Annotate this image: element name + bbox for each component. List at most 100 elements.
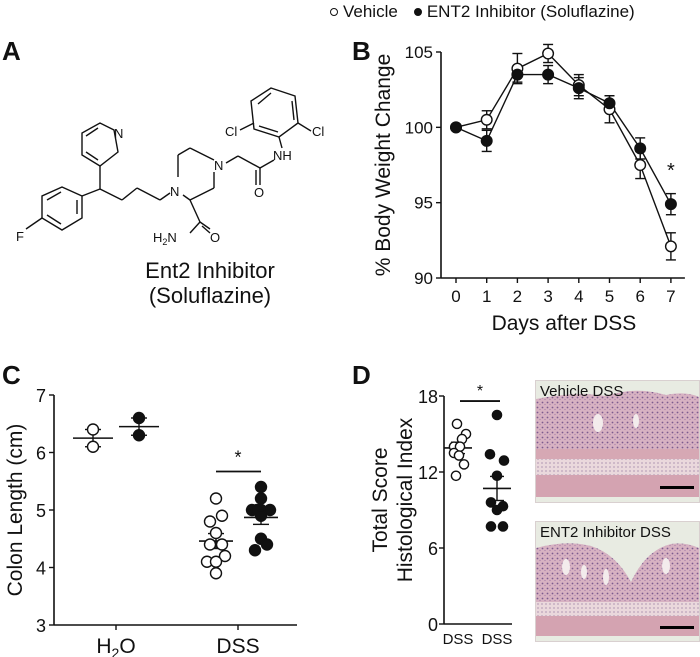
open-point <box>203 538 217 551</box>
histology-texture <box>536 522 699 641</box>
legend-label: Vehicle <box>343 2 398 21</box>
x-tick-label: 1 <box>482 287 491 306</box>
open-point <box>451 418 463 430</box>
significance-asterisk: * <box>234 447 241 467</box>
filled-point <box>491 504 503 516</box>
compound-alias: (Soluflazine) <box>148 283 272 308</box>
filled-point <box>497 521 509 532</box>
filled-point <box>511 68 524 81</box>
y-tick-label: 18 <box>418 387 438 407</box>
filled-point <box>664 198 677 211</box>
histology-image-inhibitor: ENT2 Inhibitor DSS <box>535 521 700 642</box>
filled-point <box>491 409 503 421</box>
x-tick-label: 5 <box>605 287 614 306</box>
filled-point <box>634 142 647 155</box>
x-tick-label: H2O <box>96 635 135 657</box>
y-tick-label: 3 <box>36 616 46 636</box>
y-tick-label: 5 <box>36 501 46 521</box>
legend-item-vehicle: Vehicle <box>330 2 398 22</box>
open-point <box>480 113 493 126</box>
atom-o: O <box>210 230 220 245</box>
open-circle-icon <box>330 8 338 16</box>
open-point <box>634 158 647 171</box>
open-point <box>458 459 470 470</box>
scale-bar <box>660 486 694 489</box>
open-point <box>203 515 217 528</box>
x-tick-label: 6 <box>635 287 644 306</box>
x-tick-label: 7 <box>666 287 675 306</box>
filled-point <box>603 97 616 110</box>
x-tick-label: 0 <box>451 287 460 306</box>
filled-point <box>449 121 462 134</box>
histology-label: ENT2 Inhibitor DSS <box>540 524 671 541</box>
open-point <box>450 470 462 482</box>
filled-point <box>263 503 277 517</box>
filled-point <box>132 411 146 425</box>
y-axis-label: Colon Length (cm) <box>4 424 27 597</box>
open-point <box>86 423 100 436</box>
panel-label-d: D <box>352 360 371 390</box>
y-tick-label: 6 <box>36 444 46 464</box>
legend-item-inhibitor: ENT2 Inhibitor (Soluflazine) <box>413 2 635 22</box>
open-point <box>215 509 229 522</box>
panel-label-a: A <box>2 36 21 66</box>
filled-point <box>484 448 496 460</box>
histology-texture <box>536 381 699 502</box>
filled-point <box>480 134 493 147</box>
open-point <box>209 567 223 580</box>
y-tick-label: 12 <box>418 463 438 483</box>
y-tick-label: 100 <box>405 118 433 137</box>
filled-point <box>254 509 268 522</box>
atom-n: N <box>214 158 223 173</box>
x-tick-label: 4 <box>574 287 583 306</box>
chart-histological-index: 0 6 12 18 DSS DSS Total Score Histological Inde… <box>369 383 513 648</box>
filled-point <box>254 492 268 505</box>
atom-o: O <box>254 185 264 200</box>
open-point <box>209 492 223 505</box>
y-tick-label: 105 <box>405 43 433 62</box>
legend: Vehicle ENT2 Inhibitor (Soluflazine) <box>330 2 645 22</box>
filled-point <box>485 521 497 532</box>
y-tick-label: 90 <box>414 269 433 288</box>
filled-point <box>132 429 146 442</box>
filled-circle-icon <box>413 8 422 16</box>
chart-body-weight: 90 95 100 105 0 1 2 3 4 5 6 7 Days after DSS % Body W… <box>372 43 685 335</box>
filled-point <box>254 480 268 494</box>
panel-label-c: C <box>2 360 21 390</box>
y-tick-label: 7 <box>36 386 46 406</box>
atom-n: N <box>170 184 179 199</box>
legend-label: ENT2 Inhibitor (Soluflazine) <box>426 2 635 21</box>
open-point <box>218 549 232 563</box>
y-tick-label: 4 <box>36 559 46 579</box>
open-point <box>86 440 100 453</box>
y-tick-label: 95 <box>414 194 433 213</box>
open-point <box>453 450 465 461</box>
atom-h2n: H2N <box>153 230 177 247</box>
panel-label-b: B <box>352 36 371 66</box>
filled-point <box>248 544 262 557</box>
x-tick-label: 3 <box>543 287 552 306</box>
chemical-structure: N Cl Cl NH N O N F O H2N <box>16 87 324 247</box>
y-axis-label-line2: Histological Index <box>394 417 417 582</box>
chart-colon-length: 3 4 5 6 7 H2O DSS Colon Length (cm) * <box>4 386 297 657</box>
filled-point <box>498 455 510 466</box>
scale-bar <box>660 626 694 629</box>
y-tick-label: 0 <box>428 615 438 635</box>
x-tick-label: 2 <box>513 287 522 306</box>
open-point <box>542 47 555 60</box>
x-tick-label: DSS <box>216 635 259 657</box>
filled-point <box>491 470 503 482</box>
open-point <box>215 538 229 551</box>
filled-point <box>260 538 274 551</box>
x-tick-label: DSS <box>482 631 513 648</box>
atom-nh: NH <box>273 148 292 163</box>
atom-n: N <box>114 126 123 141</box>
significance-asterisk: * <box>477 383 483 400</box>
atom-f: F <box>16 229 24 244</box>
filled-point <box>485 497 497 508</box>
x-tick-label: DSS <box>443 631 474 648</box>
open-point <box>209 555 223 568</box>
histology-image-vehicle: Vehicle DSS <box>535 380 700 503</box>
open-point <box>209 526 223 540</box>
atom-cl: Cl <box>225 124 237 139</box>
